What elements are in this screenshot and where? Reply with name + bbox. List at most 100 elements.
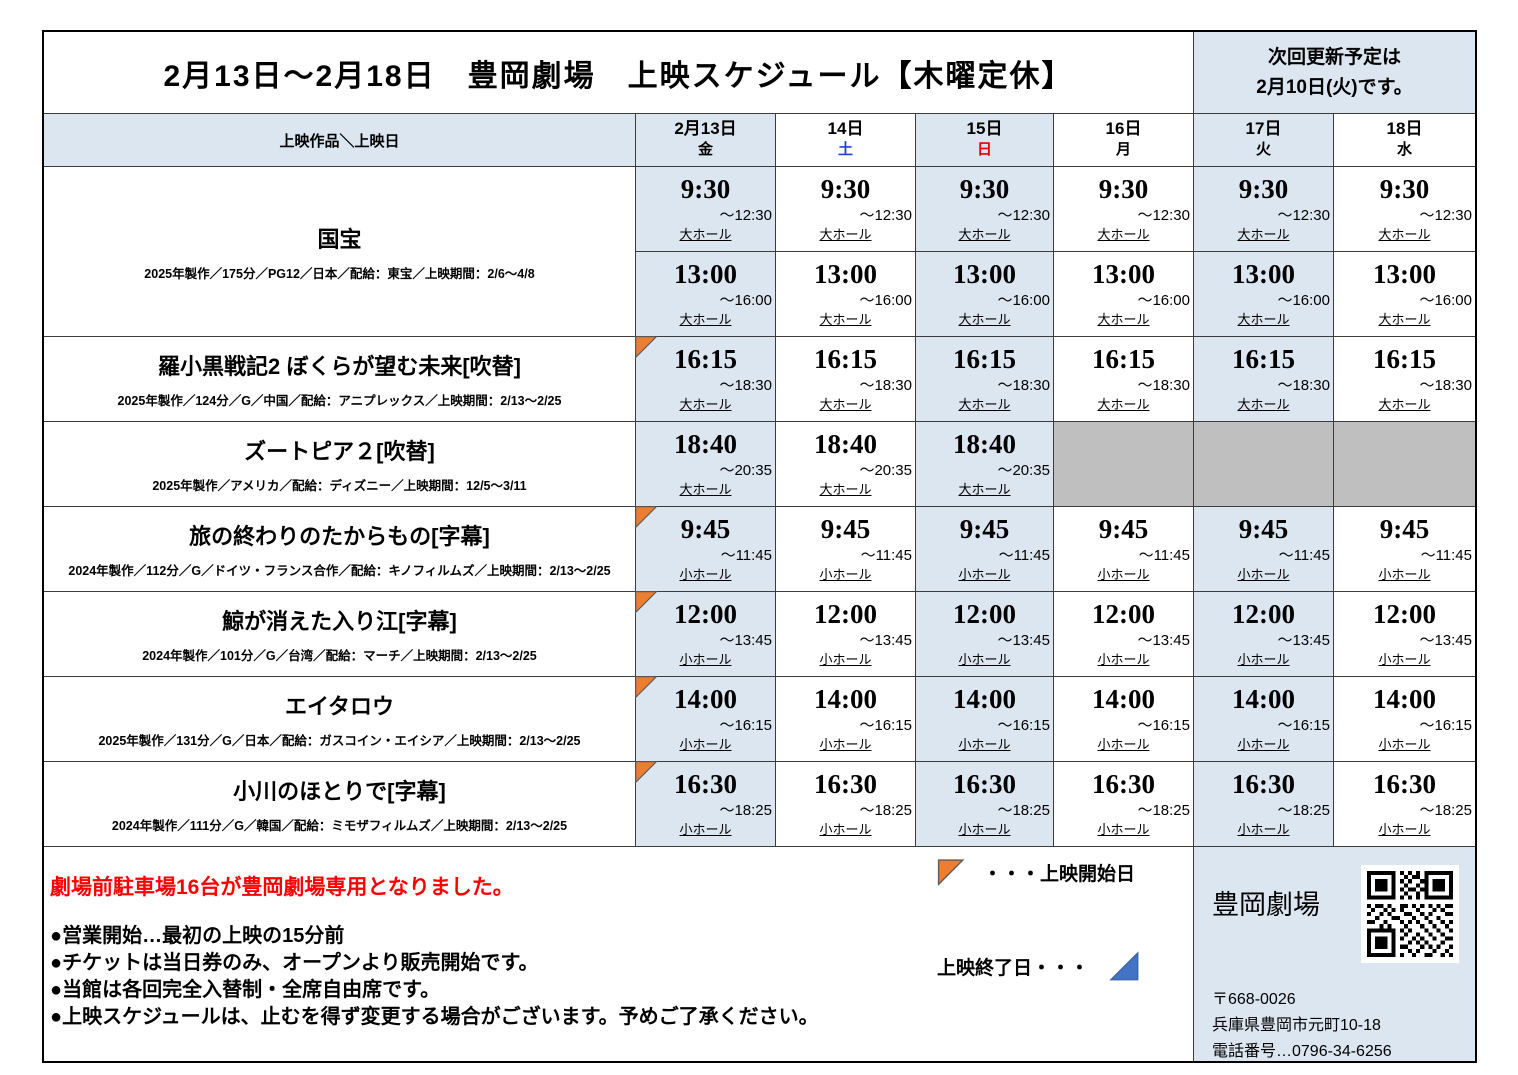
title-row: 2月13日～2月18日 豊岡劇場 上映スケジュール【木曜定休】 次回更新予定は … [44,32,1475,114]
end-time: ～12:30 [1419,207,1472,224]
showtime-cell: 16:30 ～18:25 小ホール [1334,762,1475,847]
theater-address: 〒668-0026 兵庫県豊岡市元町10-18 電話番号…0796-34-625… [1212,987,1392,1065]
showtime-cell: 13:00 ～16:00 大ホール [916,252,1054,337]
start-date-marker-icon [937,859,965,886]
movie-info-cell: ズートピア２[吹替] 2025年製作／アメリカ／配給：ディズニー／上映期間：12… [44,422,636,507]
hall-name: 小ホール [1237,567,1290,582]
theater-info-box: 豊岡劇場 〒668-0026 兵庫県豊岡市元町10-18 電話番号…0796-3… [1194,847,1475,1061]
hall-name: 小ホール [819,652,872,667]
movie-title: 羅小黒戦記2 ぼくらが望む未来[吹替] [157,354,521,379]
hall-name: 大ホール [1097,312,1150,327]
end-time: ～16:00 [1419,292,1472,309]
end-time: ～12:30 [859,207,912,224]
end-time: ～16:00 [719,292,772,309]
movie-title: 国宝 [317,226,362,252]
start-time: 16:15 [953,344,1016,374]
end-time: ～11:45 [1138,547,1190,564]
showtime-cell: 9:30 ～12:30 大ホール [916,167,1054,252]
showtime-cell: 12:00 ～13:45 小ホール [635,591,776,677]
start-date-marker-icon [635,591,658,614]
showtime-cell: 16:30 ～18:25 小ホール [635,761,776,847]
movie-info-cell: 国宝 2025年製作／175分／PG12／日本／配給：東宝／上映期間：2/6～4… [44,167,636,337]
end-time: ～18:30 [1137,377,1190,394]
day-header-wed: 18日 水 [1334,114,1475,167]
end-time: ～16:15 [997,717,1050,734]
end-time: ～11:45 [720,547,772,564]
start-time: 16:15 [1373,344,1436,374]
movie-details: 2025年製作／アメリカ／配給：ディズニー／上映期間：12/5～3/11 [152,479,527,493]
end-time: ～18:25 [997,802,1050,819]
start-time: 14:00 [1373,684,1436,714]
movie-details: 2025年製作／175分／PG12／日本／配給：東宝／上映期間：2/6～4/8 [144,266,535,281]
schedule-sheet: 2月13日～2月18日 豊岡劇場 上映スケジュール【木曜定休】 次回更新予定は … [42,30,1477,1063]
start-time: 16:30 [1092,769,1155,799]
end-time: ～13:45 [859,632,912,649]
end-time: ～16:15 [719,717,772,734]
start-time: 9:45 [959,514,1010,544]
update-notice: 次回更新予定は 2月10日(火)です。 [1194,32,1475,114]
phone-number: 電話番号…0796-34-6256 [1212,1043,1392,1060]
hall-name: 小ホール [819,567,872,582]
movie-title: 鯨が消えた入り江[字幕] [222,609,457,634]
showtime-cell: 9:45 ～11:45 小ホール [1194,507,1334,592]
hall-name: 大ホール [958,312,1011,327]
hall-name: 大ホール [958,227,1011,242]
no-showing-cell [1054,422,1194,507]
end-time: ～13:45 [1419,632,1472,649]
movie-title: 小川のほとりで[字幕] [233,779,446,804]
showtime-cell: 14:00 ～16:15 小ホール [916,677,1054,762]
start-time: 9:30 [680,174,731,204]
showtime-cell: 14:00 ～16:15 小ホール [776,677,916,762]
hall-name: 小ホール [1378,822,1431,837]
day-header-fri: 2月13日 金 [636,114,776,167]
start-time: 9:30 [1098,174,1149,204]
no-showing-cell [1194,422,1334,507]
start-time: 16:15 [1092,344,1155,374]
end-time: ～13:45 [997,632,1050,649]
address-line: 兵庫県豊岡市元町10-18 [1212,1017,1381,1034]
hall-name: 大ホール [679,312,732,327]
table-row: 国宝 2025年製作／175分／PG12／日本／配給：東宝／上映期間：2/6～4… [44,167,1475,337]
update-notice-line1: 次回更新予定は [1267,47,1401,69]
end-time: ～20:35 [719,462,772,479]
movie-title: 旅の終わりのたからもの[字幕] [189,524,490,549]
end-time: ～18:30 [1419,377,1472,394]
table-row: ズートピア２[吹替] 2025年製作／アメリカ／配給：ディズニー／上映期間：12… [44,422,1475,507]
end-time: ～12:30 [719,207,772,224]
movie-details: 2024年製作／111分／G／韓国／配給：ミモザフィルムズ／上映期間：2/13～… [111,819,568,833]
start-time: 9:45 [1098,514,1149,544]
hall-name: 大ホール [958,397,1011,412]
showtime-cell: 14:00 ～16:15 小ホール [1334,677,1475,762]
movie-title: ズートピア２[吹替] [244,439,435,464]
showtime-cell: 16:15 ～18:30 大ホール [1054,337,1194,422]
hall-name: 大ホール [958,482,1011,497]
showtime-cell: 14:00 ～16:15 小ホール [1194,677,1334,762]
parking-notice: 劇場前駐車場16台が豊岡劇場専用となりました。 [50,876,514,899]
footer-row: 劇場前駐車場16台が豊岡劇場専用となりました。 ●営業開始…最初の上映の15分前… [44,847,1475,1061]
showtime-cell: 9:30 ～12:30 大ホール [776,167,916,252]
showtime-cell: 12:00 ～13:45 小ホール [776,592,916,677]
page-title: 2月13日～2月18日 豊岡劇場 上映スケジュール【木曜定休】 [44,32,1194,114]
end-time: ～18:25 [1419,802,1472,819]
end-time: ～16:15 [859,717,912,734]
showtime-cell: 9:30 ～12:30 大ホール [1194,167,1334,252]
hall-name: 大ホール [1237,312,1290,327]
hall-name: 小ホール [958,567,1011,582]
start-time: 18:40 [953,429,1016,459]
start-time: 16:15 [674,344,737,374]
showtime-cell: 9:45 ～11:45 小ホール [635,506,776,592]
hall-name: 小ホール [819,737,872,752]
movie-title: エイタロウ [284,694,395,719]
start-time: 9:45 [1379,514,1430,544]
start-time: 12:00 [1232,599,1295,629]
end-time: ～12:30 [1277,207,1330,224]
end-time: ～18:25 [719,802,772,819]
hall-name: 大ホール [1237,227,1290,242]
qr-code [1361,865,1459,963]
corner-header: 上映作品＼上映日 [44,114,636,167]
start-time: 12:00 [1092,599,1155,629]
start-date-marker-icon [635,506,658,529]
end-time: ～16:00 [1137,292,1190,309]
end-time: ～16:00 [859,292,912,309]
start-time: 9:30 [959,174,1010,204]
